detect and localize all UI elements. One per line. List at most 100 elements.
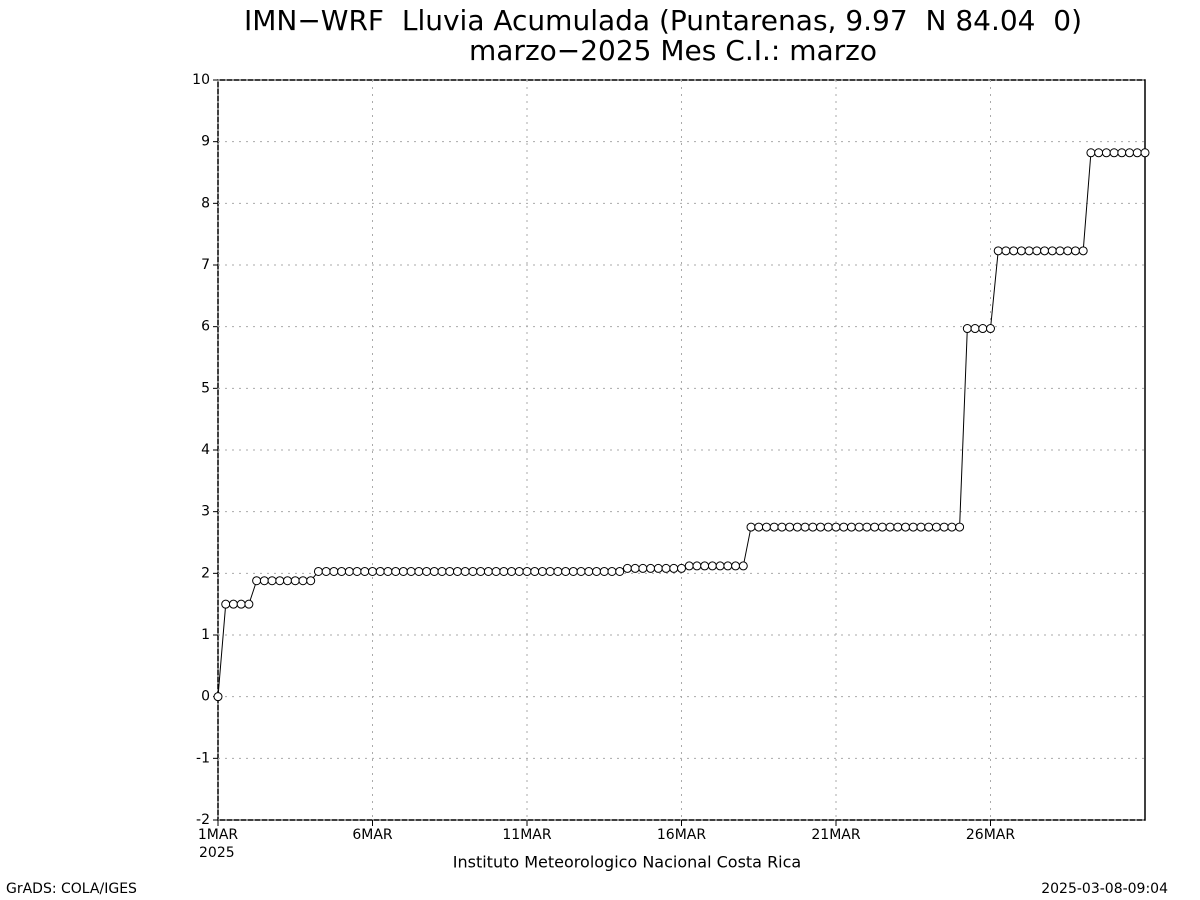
- data-point: [846, 522, 856, 532]
- data-point: [978, 324, 988, 334]
- data-point: [553, 566, 563, 576]
- y-tick-label: 7: [201, 257, 210, 273]
- x-tick-label: 26MAR: [966, 827, 1015, 843]
- data-point: [545, 566, 555, 576]
- data-point: [1070, 246, 1080, 256]
- data-point: [908, 522, 918, 532]
- data-point: [970, 324, 980, 334]
- data-point: [422, 566, 432, 576]
- data-point: [862, 522, 872, 532]
- data-point: [267, 576, 277, 586]
- x-year-label: 2025: [199, 845, 235, 861]
- data-point: [607, 566, 617, 576]
- data-point: [877, 522, 887, 532]
- data-point: [615, 566, 625, 576]
- data-point: [792, 522, 802, 532]
- data-point: [298, 576, 308, 586]
- data-point: [1032, 246, 1042, 256]
- y-tick-label: 1: [201, 627, 210, 643]
- data-point: [707, 561, 717, 571]
- data-point: [375, 566, 385, 576]
- data-point: [491, 566, 501, 576]
- data-point: [870, 522, 880, 532]
- data-point: [244, 599, 254, 609]
- data-point: [653, 563, 663, 573]
- data-point: [1125, 148, 1135, 158]
- y-tick-label: -2: [196, 812, 210, 828]
- footer-left: GrADS: COLA/IGES: [6, 881, 137, 897]
- data-point: [955, 522, 965, 532]
- data-point: [1109, 148, 1119, 158]
- data-point: [1063, 246, 1073, 256]
- data-point: [715, 561, 725, 571]
- y-tick-label: 5: [201, 380, 210, 396]
- data-point: [1009, 246, 1019, 256]
- data-point: [584, 566, 594, 576]
- data-point: [1078, 246, 1088, 256]
- data-point: [592, 566, 602, 576]
- data-point: [537, 566, 547, 576]
- y-tick-label: 10: [192, 72, 210, 88]
- data-point: [622, 563, 632, 573]
- x-tick-label: 6MAR: [352, 827, 393, 843]
- x-tick-label: 11MAR: [502, 827, 551, 843]
- data-point: [800, 522, 810, 532]
- y-tick-label: 6: [201, 319, 210, 335]
- data-point: [283, 576, 293, 586]
- data-point: [1024, 246, 1034, 256]
- data-point: [1132, 148, 1142, 158]
- data-point: [1117, 148, 1127, 158]
- data-point: [831, 522, 841, 532]
- y-tick-label: 4: [201, 442, 210, 458]
- y-tick-label: -1: [196, 750, 210, 766]
- data-point: [445, 566, 455, 576]
- data-point: [391, 566, 401, 576]
- data-point: [808, 522, 818, 532]
- y-tick-label: 9: [201, 134, 210, 150]
- data-point: [259, 576, 269, 586]
- data-point: [854, 522, 864, 532]
- data-point: [452, 566, 462, 576]
- data-point: [468, 566, 478, 576]
- data-point: [429, 566, 439, 576]
- data-point: [352, 566, 362, 576]
- data-point: [414, 566, 424, 576]
- data-point: [823, 522, 833, 532]
- data-point: [746, 522, 756, 532]
- data-point: [360, 566, 370, 576]
- data-point: [777, 522, 787, 532]
- data-point: [306, 576, 316, 586]
- data-point: [221, 599, 231, 609]
- data-point: [576, 566, 586, 576]
- y-tick-label: 0: [201, 689, 210, 705]
- data-point: [1016, 246, 1026, 256]
- data-point: [599, 566, 609, 576]
- data-point: [290, 576, 300, 586]
- data-point: [939, 522, 949, 532]
- data-point: [700, 561, 710, 571]
- data-point: [460, 566, 470, 576]
- data-point: [383, 566, 393, 576]
- data-point: [692, 561, 702, 571]
- data-point: [731, 561, 741, 571]
- data-point: [646, 563, 656, 573]
- footer-right: 2025-03-08-09:04: [1041, 881, 1168, 897]
- data-point: [329, 566, 339, 576]
- data-point: [916, 522, 926, 532]
- data-point: [228, 599, 238, 609]
- x-axis-label: Instituto Meteorologico Nacional Costa R…: [453, 853, 801, 872]
- data-point: [1086, 148, 1096, 158]
- data-point: [638, 563, 648, 573]
- data-point: [885, 522, 895, 532]
- data-point: [1040, 246, 1050, 256]
- chart-subtitle: marzo−2025 Mes C.I.: marzo: [469, 34, 877, 67]
- data-point: [530, 566, 540, 576]
- data-point: [901, 522, 911, 532]
- data-point: [321, 566, 331, 576]
- data-point: [931, 522, 941, 532]
- data-point: [1001, 246, 1011, 256]
- data-point: [738, 561, 748, 571]
- data-point: [252, 576, 262, 586]
- data-point: [893, 522, 903, 532]
